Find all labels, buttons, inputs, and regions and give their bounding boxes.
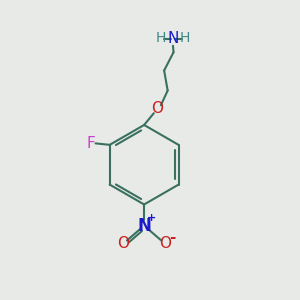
Text: H: H	[180, 31, 190, 44]
Text: F: F	[86, 136, 95, 151]
Text: -: -	[169, 230, 176, 245]
Text: O: O	[159, 236, 171, 251]
Text: O: O	[152, 101, 164, 116]
Text: N: N	[167, 32, 179, 46]
Text: N: N	[137, 217, 151, 235]
Text: O: O	[117, 236, 129, 251]
Text: +: +	[147, 213, 156, 223]
Text: H: H	[156, 31, 166, 44]
